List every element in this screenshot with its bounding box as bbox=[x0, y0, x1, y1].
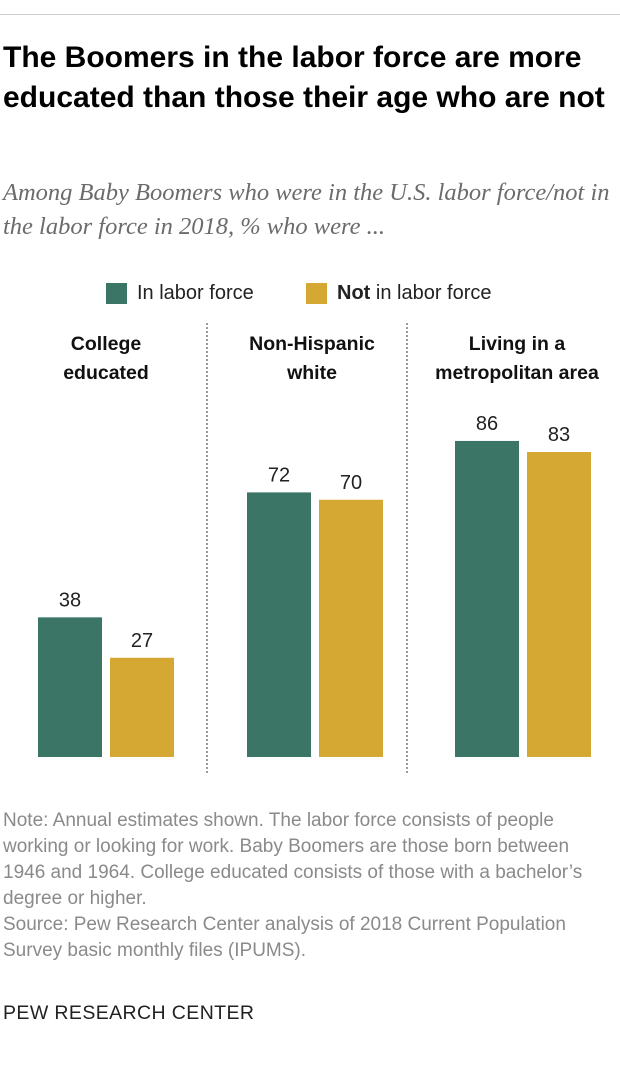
legend-swatch-out bbox=[306, 282, 327, 304]
data-label-in-1: 72 bbox=[268, 464, 290, 486]
bar-in-2 bbox=[455, 440, 519, 757]
bar-in-1 bbox=[247, 492, 311, 757]
bar-out-1 bbox=[319, 499, 383, 757]
panel-divider-2 bbox=[406, 323, 408, 773]
panel-label-white: Non-Hispanic white bbox=[212, 330, 412, 388]
legend-item-not-in-labor-force: Not in labor force bbox=[306, 280, 492, 306]
panel-label-white-line2: white bbox=[287, 362, 337, 384]
panel-label-college-line1: College bbox=[70, 333, 142, 355]
top-rule bbox=[0, 14, 620, 15]
data-label-in-0: 38 bbox=[59, 589, 81, 611]
panel-label-white-line1: Non-Hispanic bbox=[249, 333, 375, 355]
legend-label-out: Not in labor force bbox=[337, 282, 492, 305]
panel-label-metro-line1: Living in a bbox=[468, 333, 566, 355]
legend-label-in: In labor force bbox=[137, 281, 254, 304]
data-label-out-0: 27 bbox=[131, 630, 153, 652]
source-text: Source: Pew Research Center analysis of … bbox=[3, 914, 566, 961]
panel-label-college-line2: educated bbox=[63, 362, 149, 384]
legend-swatch-in bbox=[106, 282, 127, 304]
data-label-out-2: 83 bbox=[548, 424, 570, 446]
chart-subtitle: Among Baby Boomers who were in the U.S. … bbox=[3, 179, 610, 240]
legend-label-out-bold: Not bbox=[337, 281, 371, 304]
legend-label-out-rest: in labor force bbox=[370, 281, 492, 304]
panel-label-metro-line2: metropolitan area bbox=[435, 362, 599, 384]
bar-out-2 bbox=[527, 451, 591, 757]
org-credit: PEW RESEARCH CENTER bbox=[3, 1002, 255, 1024]
panel-divider-1 bbox=[206, 323, 208, 773]
bar-out-0 bbox=[110, 657, 174, 757]
note-text: Note: Annual estimates shown. The labor … bbox=[3, 810, 583, 909]
panel-label-college: College educated bbox=[6, 330, 206, 388]
data-label-in-2: 86 bbox=[476, 413, 498, 435]
bar-in-0 bbox=[38, 617, 102, 757]
panel-label-metro: Living in a metropolitan area bbox=[412, 330, 620, 388]
legend-item-in-labor-force: In labor force bbox=[106, 280, 254, 306]
chart-note: Note: Annual estimates shown. The labor … bbox=[3, 808, 615, 964]
chart-title: The Boomers in the labor force are more … bbox=[3, 41, 605, 114]
data-label-out-1: 70 bbox=[340, 472, 362, 494]
